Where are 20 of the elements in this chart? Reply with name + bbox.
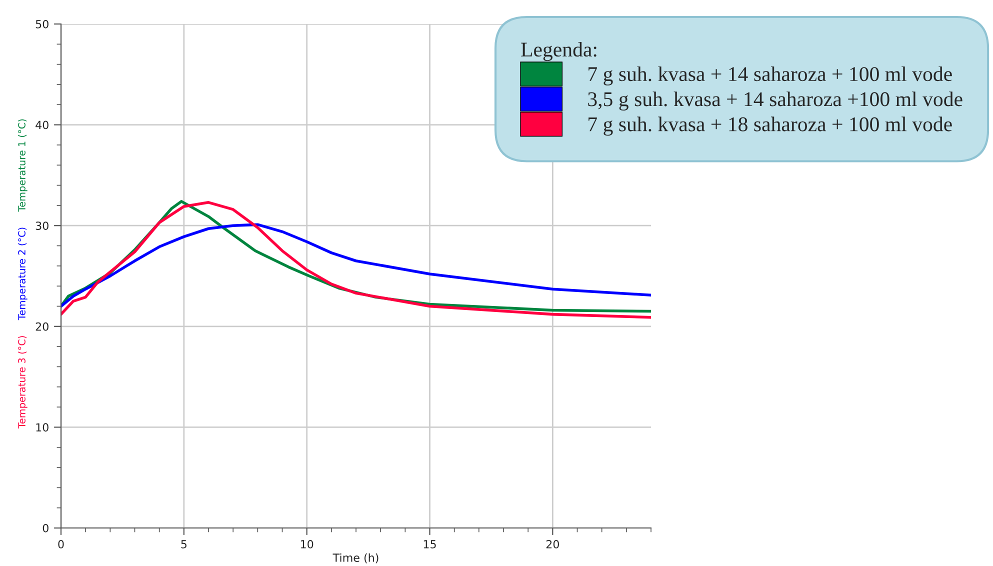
legend-label: 3,5 g suh. kvasa + 14 saharoza +100 ml vode (588, 92, 962, 111)
y-tick-label: 20 (36, 322, 48, 331)
y-tick-label: 0 (42, 524, 48, 532)
x-tick-label: 20 (546, 540, 559, 548)
text: Temperature 2 (°C) (18, 228, 28, 320)
legend-title: Legenda: (521, 42, 596, 61)
y-tick-label: 30 (36, 222, 48, 230)
legend-label: 7 g suh. kvasa + 18 saharoza + 100 ml vode (588, 116, 952, 136)
text: Temperature 1 (°C) (18, 119, 28, 212)
line-series (61, 223, 651, 308)
x-axis-title: Time (h) (332, 553, 378, 564)
y-tick-label: 50 (36, 20, 48, 28)
y-tick-label: 10 (36, 423, 48, 432)
x-tick-label: 10 (300, 540, 314, 548)
x-tick-label: 5 (181, 540, 186, 548)
y-tick-label: 40 (36, 120, 48, 130)
legend-label: 7 g suh. kvasa + 14 saharoza + 100 ml vode (588, 66, 952, 86)
text: Temperature 3 (°C) (18, 336, 28, 428)
x-tick-label: 0 (58, 540, 64, 548)
x-tick-label: 15 (424, 540, 436, 548)
